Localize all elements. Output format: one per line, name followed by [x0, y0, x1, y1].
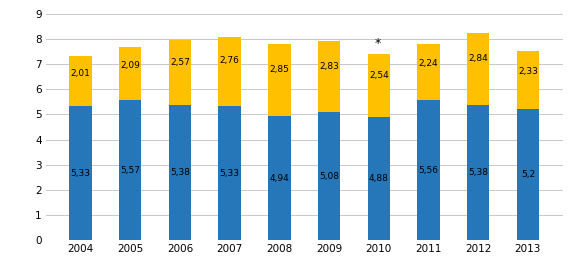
Bar	[367, 54, 390, 117]
Text: 2,24: 2,24	[418, 59, 439, 68]
Bar	[467, 33, 490, 105]
Bar	[268, 44, 290, 116]
Bar	[417, 100, 440, 240]
Text: *: *	[375, 37, 381, 50]
Bar	[417, 44, 440, 100]
Text: 5,08: 5,08	[319, 172, 339, 181]
Text: 2,84: 2,84	[468, 54, 488, 63]
Text: 4,94: 4,94	[270, 174, 289, 182]
Bar	[318, 41, 340, 112]
Bar	[268, 116, 290, 240]
Bar	[119, 100, 141, 240]
Text: 5,38: 5,38	[170, 168, 190, 177]
Text: 4,88: 4,88	[369, 174, 389, 183]
Bar	[219, 106, 241, 240]
Bar	[467, 105, 490, 240]
Text: 5,38: 5,38	[468, 168, 488, 177]
Bar	[169, 40, 191, 105]
Text: 5,33: 5,33	[71, 169, 91, 177]
Text: 5,2: 5,2	[521, 170, 535, 179]
Text: 5,33: 5,33	[220, 169, 240, 177]
Text: 2,83: 2,83	[319, 62, 339, 71]
Bar	[219, 37, 241, 106]
Text: 2,54: 2,54	[369, 71, 389, 80]
Bar	[318, 112, 340, 240]
Text: 2,76: 2,76	[220, 57, 239, 65]
Bar	[69, 106, 92, 240]
Bar	[517, 51, 539, 109]
Text: 2,85: 2,85	[269, 65, 289, 74]
Text: 2,33: 2,33	[518, 67, 538, 76]
Text: 2,01: 2,01	[71, 69, 91, 78]
Text: 5,57: 5,57	[121, 166, 140, 175]
Bar	[367, 117, 390, 240]
Text: 2,57: 2,57	[170, 58, 190, 67]
Text: 5,56: 5,56	[418, 166, 439, 175]
Bar	[517, 109, 539, 240]
Bar	[69, 55, 92, 106]
Text: 2,09: 2,09	[121, 61, 140, 70]
Bar	[119, 47, 141, 100]
Bar	[169, 105, 191, 240]
